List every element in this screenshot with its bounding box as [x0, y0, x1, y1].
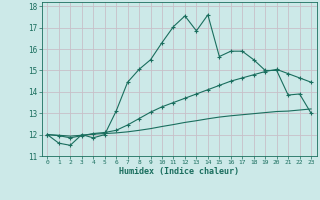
X-axis label: Humidex (Indice chaleur): Humidex (Indice chaleur): [119, 167, 239, 176]
